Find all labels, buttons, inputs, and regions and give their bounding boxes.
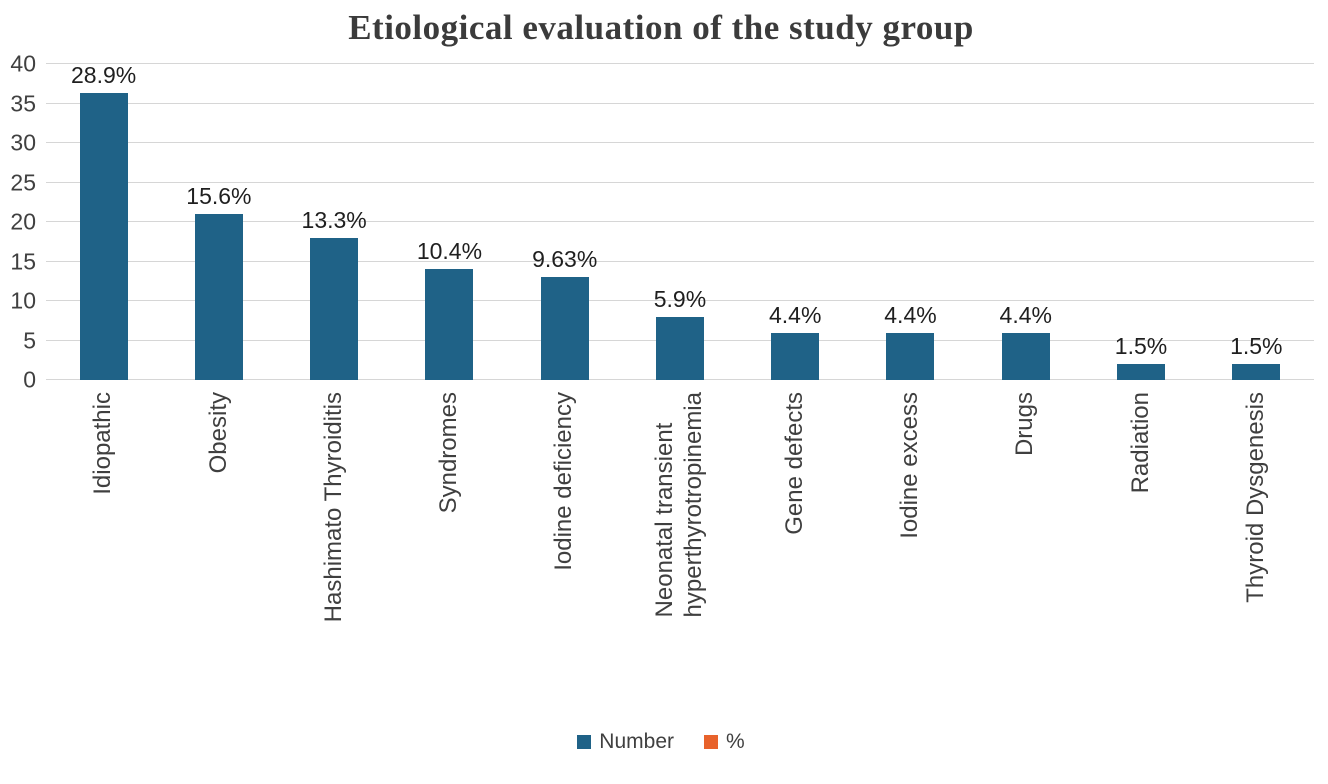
bar — [1232, 364, 1281, 380]
y-axis-tick-label: 30 — [10, 129, 36, 156]
x-axis-label: Radiation — [1126, 392, 1154, 494]
gridline — [46, 260, 1314, 262]
legend-item: % — [704, 730, 745, 754]
bar — [655, 316, 704, 380]
gridline — [46, 300, 1314, 301]
bar-column: 1.5% — [1199, 64, 1314, 380]
y-axis-tick-label: 0 — [23, 366, 36, 393]
bar-column: 28.9% — [46, 64, 161, 380]
plot-area: 28.9% 15.6% 13.3% 10.4% 9.63% 5.9% 4.4% 4.4% 4.4… — [46, 63, 1314, 380]
x-axis-label-cell: Thyroid Dysgenesis — [1199, 380, 1314, 718]
bar-value-label: 10.4% — [416, 238, 483, 265]
gridline — [46, 221, 1314, 222]
bar-column: 10.4% — [392, 64, 507, 380]
x-axis-label-cell: Neonatal transient hyperthyrotropinemia — [622, 380, 737, 718]
bar-value-label: 4.4% — [769, 301, 822, 328]
bar-value-label: 15.6% — [186, 183, 252, 210]
bar-value-label: 5.9% — [653, 285, 707, 312]
x-axis-label: Thyroid Dysgenesis — [1241, 392, 1269, 603]
bar-column: 1.5% — [1083, 64, 1198, 380]
bar-column: 4.4% — [738, 64, 853, 380]
x-axis-label-cell: Hashimato Thyroiditis — [277, 380, 392, 718]
bar-column: 9.63% — [507, 64, 622, 380]
gridline — [46, 142, 1314, 143]
bars-container: 28.9% 15.6% 13.3% 10.4% 9.63% 5.9% 4.4% 4.4% 4.4… — [46, 64, 1314, 380]
x-axis-label-cell: Radiation — [1083, 380, 1198, 718]
y-axis: 0 5 10 15 20 25 30 35 40 — [0, 52, 46, 391]
gridline — [46, 181, 1314, 183]
x-axis-label: Idiopathic — [89, 392, 117, 495]
bar — [310, 237, 359, 380]
x-axis-label: Iodine deficiency — [550, 392, 578, 571]
bar-value-label: 1.5% — [1230, 333, 1283, 360]
legend-swatch — [704, 735, 718, 749]
bar-value-label: 4.4% — [884, 301, 937, 328]
bar-column: 4.4% — [968, 64, 1083, 380]
legend-label: Number — [599, 730, 674, 753]
bar-value-label: 9.63% — [532, 246, 598, 273]
bar-value-label: 1.5% — [1114, 333, 1168, 360]
gridline — [46, 102, 1314, 104]
bar — [771, 332, 820, 380]
y-axis-tick-label: 20 — [10, 208, 36, 235]
x-axis-label: Syndromes — [435, 392, 463, 514]
bar-value-label: 28.9% — [71, 62, 137, 88]
x-axis-label-cell: Idiopathic — [46, 380, 161, 718]
x-axis-label: Obesity — [204, 392, 232, 474]
bar — [194, 214, 243, 380]
y-axis-tick-label: 10 — [10, 287, 36, 314]
gridline — [46, 63, 1314, 64]
legend-swatch — [577, 735, 592, 749]
bar-column: 13.3% — [277, 64, 392, 380]
bar-value-label: 13.3% — [301, 206, 367, 233]
x-axis-label-cell: Syndromes — [392, 380, 507, 718]
legend-label: % — [726, 730, 745, 753]
x-axis-label: Iodine excess — [896, 392, 924, 539]
bar-column: 5.9% — [622, 64, 737, 380]
bar — [79, 93, 128, 380]
bar — [1117, 364, 1166, 380]
bar-value-label: 4.4% — [999, 301, 1052, 328]
x-axis-label: Neonatal transient hyperthyrotropinemia — [651, 392, 707, 618]
x-axis-label-cell: Obesity — [161, 380, 276, 718]
y-axis-tick-label: 40 — [10, 50, 36, 77]
x-axis-label-cell: Iodine excess — [853, 380, 968, 718]
bar — [540, 277, 589, 380]
y-axis-tick-label: 25 — [10, 169, 36, 195]
legend: Number% — [0, 730, 1322, 754]
x-axis-label: Drugs — [1011, 392, 1039, 457]
x-axis-label: Gene defects — [780, 392, 808, 535]
bar-column: 4.4% — [853, 64, 968, 380]
chart-plot-region: 0 5 10 15 20 25 30 35 40 28.9% 15.6% 13.3% 10.4% 9.6… — [0, 52, 1322, 391]
bar — [886, 332, 935, 380]
x-axis-labels: Idiopathic Obesity Hashimato Thyroiditis Sy… — [46, 380, 1322, 718]
bar-column: 15.6% — [161, 64, 276, 380]
chart-title: Etiological evaluation of the study grou… — [348, 8, 974, 47]
y-axis-tick-label: 5 — [23, 327, 36, 353]
x-axis-label-cell: Gene defects — [738, 380, 853, 718]
legend-item: Number — [577, 730, 674, 754]
x-axis-label: Hashimato Thyroiditis — [319, 392, 347, 623]
bar — [1001, 332, 1050, 380]
x-axis-label-cell: Drugs — [968, 380, 1083, 718]
y-axis-tick-label: 35 — [10, 90, 36, 116]
bar — [425, 269, 474, 380]
y-axis-tick-label: 15 — [10, 248, 36, 274]
x-axis-label-cell: Iodine deficiency — [507, 380, 622, 718]
